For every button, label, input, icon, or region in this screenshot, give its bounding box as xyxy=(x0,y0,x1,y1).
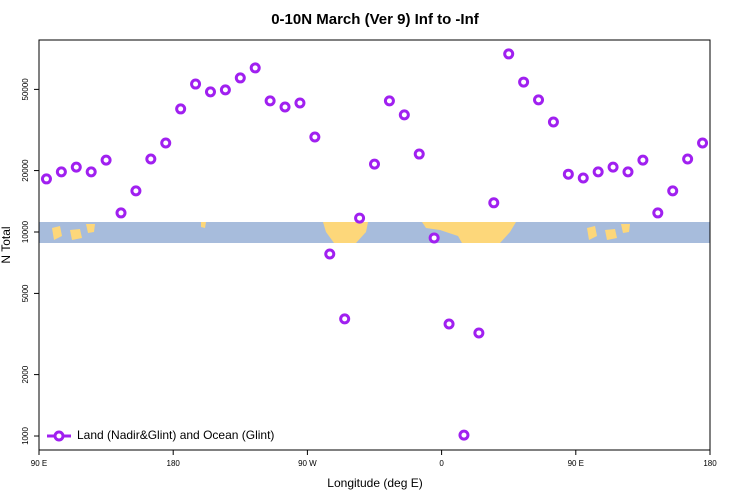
point xyxy=(100,154,112,166)
point xyxy=(249,62,261,74)
point xyxy=(70,161,82,173)
point xyxy=(219,84,231,96)
point xyxy=(607,161,619,173)
y-tick-label: 1000 xyxy=(21,427,30,445)
point xyxy=(682,153,694,165)
point xyxy=(413,148,425,160)
point xyxy=(637,154,649,166)
y-tick-label: 5000 xyxy=(21,284,30,302)
point xyxy=(503,48,515,60)
plot-frame xyxy=(38,39,711,451)
point xyxy=(115,207,127,219)
map-strip xyxy=(39,222,710,243)
point xyxy=(85,166,97,178)
y-tick-label: 10000 xyxy=(21,220,30,243)
chart-title: 0-10N March (Ver 9) Inf to -Inf xyxy=(271,11,480,28)
point xyxy=(369,158,380,170)
point xyxy=(652,207,664,219)
point xyxy=(473,327,485,339)
point xyxy=(160,137,172,149)
point xyxy=(383,95,395,107)
x-tick-label: 180 xyxy=(167,459,181,468)
point xyxy=(145,153,157,165)
point xyxy=(339,313,351,325)
point xyxy=(130,185,142,197)
x-tick-label: 180 xyxy=(703,459,717,468)
point xyxy=(697,137,709,149)
point xyxy=(279,101,291,113)
point xyxy=(204,86,216,98)
point xyxy=(234,72,246,84)
x-tick-label: 90 E xyxy=(31,459,47,468)
y-tick-label: 20000 xyxy=(21,159,30,182)
point xyxy=(622,166,634,178)
legend-marker xyxy=(53,430,65,442)
point xyxy=(518,76,530,88)
point xyxy=(592,166,604,178)
point xyxy=(443,318,455,330)
x-tick-label: 0 xyxy=(439,459,444,468)
point xyxy=(55,166,67,178)
point xyxy=(547,116,559,128)
point xyxy=(428,232,440,244)
point xyxy=(398,109,410,121)
point xyxy=(294,97,306,109)
point xyxy=(190,78,202,90)
point xyxy=(309,131,321,143)
point xyxy=(562,168,574,180)
x-tick-label: 90 W xyxy=(298,459,317,468)
point xyxy=(667,185,679,197)
point xyxy=(458,429,470,441)
point xyxy=(264,95,276,107)
legend-label: Land (Nadir&Glint) and Ocean (Glint) xyxy=(77,428,274,442)
point xyxy=(40,173,52,185)
point xyxy=(488,197,500,209)
point xyxy=(354,212,366,224)
x-tick-label: 90 E xyxy=(568,459,584,468)
y-axis-label: N Total xyxy=(0,226,13,263)
point xyxy=(533,94,545,106)
point xyxy=(324,248,336,260)
y-tick-label: 2000 xyxy=(21,365,30,383)
y-tick-label: 50000 xyxy=(21,78,30,101)
point xyxy=(175,103,187,115)
x-axis-label: Longitude (deg E) xyxy=(327,476,422,490)
point xyxy=(577,172,589,184)
